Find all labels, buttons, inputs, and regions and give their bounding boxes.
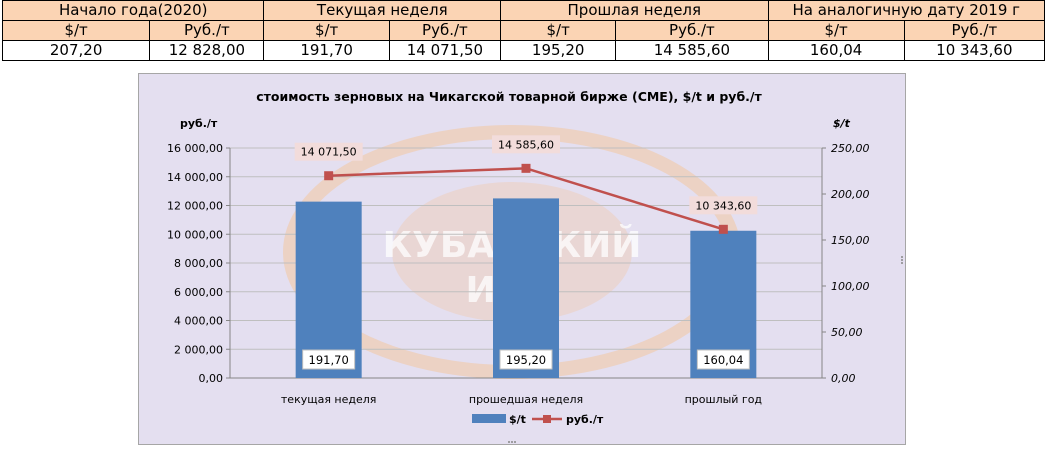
y-left-tick-label: 0,00 bbox=[199, 372, 224, 385]
unit-cell[interactable]: Руб./т bbox=[149, 20, 265, 41]
y-right-tick-label: 100,00 bbox=[831, 280, 870, 293]
line-data-label-box bbox=[689, 196, 758, 215]
line-data-label: 14 071,50 bbox=[301, 146, 357, 159]
y-right-tick-label: 250,00 bbox=[831, 142, 870, 155]
group-header-year-start[interactable]: Начало года(2020) bbox=[1, 0, 265, 21]
data-labels: 191,70 195,20 160,04 14 071,50 14 585,60 10 3… bbox=[294, 135, 758, 370]
y-left-tick-label: 12 000,00 bbox=[167, 200, 223, 213]
value-cell[interactable]: 195,20 bbox=[500, 40, 617, 61]
y-right-axis-label: $/t bbox=[833, 117, 851, 130]
y-right-tick-label: 150,00 bbox=[831, 234, 870, 247]
unit-cell[interactable]: $/т bbox=[1, 20, 151, 41]
chart-legend[interactable]: $/t руб./т bbox=[472, 413, 604, 426]
price-table: Начало года(2020) Текущая неделя Прошлая… bbox=[1, 0, 1045, 61]
value-cell[interactable]: 160,04 bbox=[767, 40, 905, 61]
y-left-tick-label: 2 000,00 bbox=[174, 343, 223, 356]
unit-cell[interactable]: $/т bbox=[500, 20, 617, 41]
group-header-current-week[interactable]: Текущая неделя bbox=[263, 0, 502, 21]
y-left-tick-label: 14 000,00 bbox=[167, 171, 223, 184]
y-right-tick-label: 0,00 bbox=[831, 372, 856, 385]
resize-handle-right[interactable] bbox=[900, 255, 904, 265]
table-row: 207,20 12 828,00 191,70 14 071,50 195,20… bbox=[1, 40, 1045, 61]
table-unit-header-row: $/т Руб./т $/т Руб./т $/т Руб./т $/т Руб… bbox=[1, 20, 1045, 41]
line-data-label: 10 343,60 bbox=[695, 199, 751, 212]
unit-cell[interactable]: Руб./т bbox=[903, 20, 1045, 41]
line-point-marker bbox=[521, 163, 531, 173]
chart-axes: 0,00 2 000,00 4 000,00 6 000,00 8 000,00 10 0… bbox=[167, 142, 869, 406]
legend-bar-label: $/t bbox=[509, 413, 526, 426]
y-left-axis-label: руб./т bbox=[180, 117, 218, 130]
line-series bbox=[324, 163, 728, 234]
unit-cell[interactable]: $/т bbox=[263, 20, 390, 41]
group-header-same-date-2019[interactable]: На аналогичную дату 2019 г bbox=[767, 0, 1045, 21]
value-cell[interactable]: 14 585,60 bbox=[615, 40, 769, 61]
bar-data-label: 191,70 bbox=[309, 353, 349, 367]
group-header-last-week[interactable]: Прошлая неделя bbox=[500, 0, 769, 21]
bar-data-label-box bbox=[302, 349, 356, 370]
value-cell[interactable]: 14 071,50 bbox=[388, 40, 502, 61]
x-tick-label: прошедшая неделя bbox=[469, 393, 583, 406]
bar-data-label: 160,04 bbox=[703, 353, 743, 367]
chart-area[interactable]: КУБАНСКИЙИКЦ 0,002 000,004 000,006 000,0… bbox=[138, 73, 906, 445]
value-cell[interactable]: 207,20 bbox=[1, 40, 151, 61]
value-cell[interactable]: 10 343,60 bbox=[903, 40, 1045, 61]
line-data-label: 14 585,60 bbox=[498, 138, 554, 151]
value-cell[interactable]: 191,70 bbox=[263, 40, 390, 61]
y-right-tick-label: 50,00 bbox=[831, 326, 863, 339]
table-group-header-row: Начало года(2020) Текущая неделя Прошлая… bbox=[1, 0, 1045, 21]
bar-data-label: 195,20 bbox=[506, 353, 546, 367]
unit-cell[interactable]: $/т bbox=[767, 20, 905, 41]
bar-data-label-box bbox=[499, 349, 553, 370]
y-left-tick-label: 10 000,00 bbox=[167, 228, 223, 241]
y-left-tick-label: 8 000,00 bbox=[174, 257, 223, 270]
x-tick-label: текущая неделя bbox=[281, 393, 377, 406]
y-right-tick-label: 200,00 bbox=[831, 188, 870, 201]
line-point-marker bbox=[324, 171, 334, 181]
line-data-label-box bbox=[294, 142, 363, 161]
y-left-tick-label: 6 000,00 bbox=[174, 286, 223, 299]
unit-cell[interactable]: Руб./т bbox=[615, 20, 769, 41]
legend-line-marker bbox=[543, 415, 551, 423]
legend-bar-swatch bbox=[472, 414, 506, 423]
bar-data-label-box bbox=[696, 349, 750, 370]
x-tick-label: прошлый год bbox=[685, 393, 763, 406]
bar bbox=[295, 201, 362, 378]
unit-cell[interactable]: Руб./т bbox=[388, 20, 502, 41]
y-left-tick-label: 16 000,00 bbox=[167, 142, 223, 155]
legend-line-label: руб./т bbox=[566, 413, 604, 426]
value-cell[interactable]: 12 828,00 bbox=[149, 40, 265, 61]
resize-handle-bottom[interactable] bbox=[507, 440, 517, 444]
line-point-marker bbox=[718, 224, 728, 234]
chart-title: стоимость зерновых на Чикагской товарной… bbox=[256, 89, 762, 104]
line-data-label-box bbox=[492, 135, 560, 154]
chart-svg: КУБАНСКИЙИКЦ 0,002 000,004 000,006 000,0… bbox=[167, 89, 869, 426]
y-left-tick-label: 4 000,00 bbox=[174, 315, 223, 328]
bar bbox=[493, 198, 559, 378]
